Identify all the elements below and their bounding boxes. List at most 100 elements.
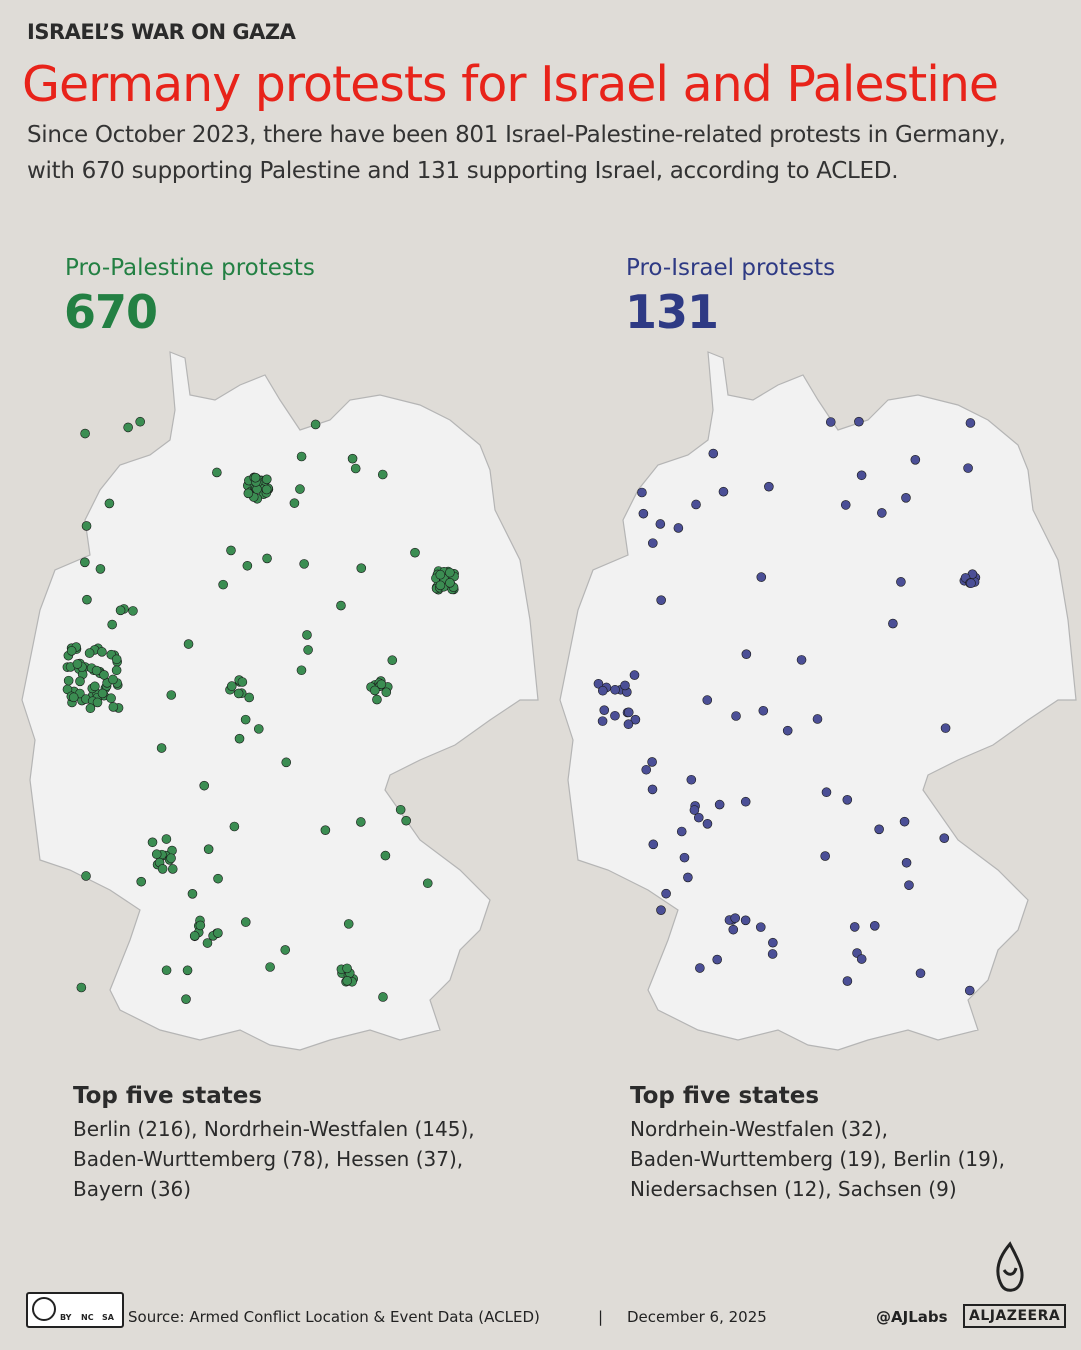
protest-dot xyxy=(638,508,649,519)
protest-dot xyxy=(244,692,255,703)
subtitle: with 670 supporting Palestine and 131 su… xyxy=(27,158,899,184)
protest-dot xyxy=(336,600,346,611)
protest-dot xyxy=(123,422,133,433)
protest-dot xyxy=(92,697,103,708)
protest-dot xyxy=(281,757,292,768)
protest-dot xyxy=(910,454,921,465)
cc-badge: NC xyxy=(81,1313,94,1322)
protest-dot xyxy=(265,962,275,972)
protest-dot xyxy=(212,467,222,478)
protest-dot xyxy=(647,784,658,795)
protest-dot xyxy=(387,655,398,666)
protest-dot xyxy=(435,569,446,580)
subtitle: Since October 2023, there have been 801 … xyxy=(27,122,1006,148)
protest-dot xyxy=(896,577,906,587)
protest-dot xyxy=(181,994,191,1004)
protest-dot xyxy=(81,871,91,881)
protest-dot xyxy=(869,921,880,931)
protest-dot xyxy=(84,648,95,658)
protest-dot xyxy=(689,805,700,815)
protest-dot xyxy=(262,553,272,564)
protest-dot xyxy=(80,428,90,439)
protest-dot xyxy=(410,547,420,558)
protest-dot xyxy=(75,676,85,687)
protest-dot xyxy=(693,812,704,823)
separator: | xyxy=(598,1308,604,1326)
panel-label: Pro-Israel protests xyxy=(626,255,836,281)
protest-dot xyxy=(157,864,168,874)
protest-dot xyxy=(183,639,194,649)
protest-dot xyxy=(240,917,251,927)
cc-license: BY NC SA xyxy=(26,1292,124,1328)
protest-dot xyxy=(63,675,74,686)
protest-dot xyxy=(401,815,411,826)
protest-dot xyxy=(356,563,367,573)
protest-dot xyxy=(901,493,911,503)
top-states: Nordrhein-Westfalen (32), xyxy=(630,1117,889,1141)
protest-dot xyxy=(730,913,740,923)
protest-dot xyxy=(599,705,610,715)
protest-dot xyxy=(856,954,867,964)
protest-dot xyxy=(630,714,641,725)
protest-dot xyxy=(128,606,138,616)
protest-dot xyxy=(85,703,96,714)
protest-dot xyxy=(97,688,108,699)
protest-dot xyxy=(648,839,659,850)
protest-dot xyxy=(237,677,248,687)
protest-dot xyxy=(82,594,92,605)
protest-dot xyxy=(821,787,832,798)
protest-dot xyxy=(289,498,300,508)
logo: ALJAZEERA xyxy=(963,1304,1067,1328)
protest-dot xyxy=(108,702,119,712)
protest-dot xyxy=(80,557,90,568)
protest-dot xyxy=(243,488,254,499)
protest-dot xyxy=(445,578,455,588)
protest-dot xyxy=(939,833,950,843)
protest-dot xyxy=(343,919,354,929)
protest-dot xyxy=(195,920,206,931)
protest-dot xyxy=(840,500,851,510)
protest-dot xyxy=(377,469,388,480)
protest-dot xyxy=(435,580,446,591)
cc-badge: BY xyxy=(60,1313,72,1322)
protest-dot xyxy=(161,965,172,976)
protest-dot xyxy=(712,954,722,965)
protest-dot xyxy=(899,816,910,827)
protest-dot xyxy=(656,595,666,605)
panel-label: Pro-Palestine protests xyxy=(65,255,315,281)
protest-dot xyxy=(656,905,666,915)
protest-dot xyxy=(104,498,115,509)
protest-dot xyxy=(76,982,87,993)
logo-emblem xyxy=(996,1241,1024,1292)
protest-dot xyxy=(782,725,793,736)
protest-dot xyxy=(90,681,100,692)
protest-dot xyxy=(310,419,321,430)
protest-dot xyxy=(641,764,652,775)
date: December 6, 2025 xyxy=(627,1308,767,1326)
protest-dot xyxy=(250,472,261,483)
protest-dot xyxy=(342,976,352,986)
protest-dot xyxy=(728,924,739,935)
protest-dot xyxy=(966,578,976,589)
top-states: Niedersachsen (12), Sachsen (9) xyxy=(630,1177,957,1201)
protest-dot xyxy=(691,499,701,510)
protest-dot xyxy=(661,888,671,899)
protest-dot xyxy=(740,796,751,807)
protest-dot xyxy=(97,647,107,657)
protest-dot xyxy=(253,724,264,734)
protest-dot xyxy=(812,714,823,724)
protest-dot xyxy=(99,670,109,680)
protest-dot xyxy=(915,968,926,979)
protest-dot xyxy=(686,774,697,785)
protest-dot xyxy=(740,915,751,926)
protest-dot xyxy=(106,693,116,704)
protest-dot xyxy=(673,523,684,533)
protest-dot xyxy=(280,945,291,955)
protest-dot xyxy=(756,572,767,582)
title: Germany protests for Israel and Palestin… xyxy=(22,56,999,113)
protest-dot xyxy=(854,416,864,427)
protest-dot xyxy=(741,649,752,659)
protest-dot xyxy=(151,849,162,860)
protest-dot xyxy=(683,872,693,883)
panel-count: 131 xyxy=(625,285,719,339)
